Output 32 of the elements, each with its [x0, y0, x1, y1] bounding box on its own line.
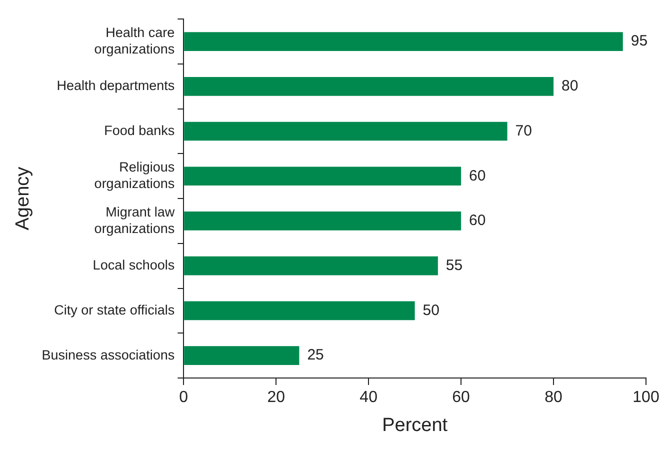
y-axis-title: Agency — [12, 166, 34, 230]
y-tick-label: Religious organizations — [94, 160, 175, 191]
bar — [184, 32, 623, 51]
x-tick-label: 40 — [360, 389, 378, 406]
y-tick-label: Food banks — [104, 122, 175, 138]
x-tick-label: 100 — [632, 389, 660, 406]
bar — [184, 301, 415, 320]
data-label: 60 — [469, 212, 486, 230]
bar — [184, 346, 300, 365]
x-tick-label: 60 — [452, 389, 470, 406]
bar — [184, 76, 554, 96]
data-label: 50 — [422, 302, 440, 319]
data-label: 60 — [469, 167, 486, 184]
x-tick-label: 20 — [267, 389, 286, 406]
data-label: 95 — [630, 32, 648, 50]
x-tick-label: 0 — [179, 389, 188, 406]
bar — [184, 256, 438, 276]
bar — [184, 166, 462, 186]
data-label: 80 — [562, 78, 578, 95]
y-tick-label: Health departments — [56, 78, 175, 94]
y-tick-label: Health care organizations — [94, 25, 175, 56]
data-label: 25 — [307, 346, 324, 364]
bar — [184, 212, 462, 230]
y-tick-label: Migrant law organizations — [94, 204, 175, 236]
x-axis-title: Percent — [382, 414, 448, 436]
y-tick-label: City or state officials — [54, 302, 175, 318]
y-tick-label: Local schools — [92, 258, 175, 273]
y-tick-label: Business associations — [42, 347, 175, 362]
data-label: 55 — [446, 256, 463, 274]
data-label: 70 — [515, 122, 532, 140]
x-tick-label: 80 — [544, 389, 563, 406]
bar — [184, 122, 508, 141]
